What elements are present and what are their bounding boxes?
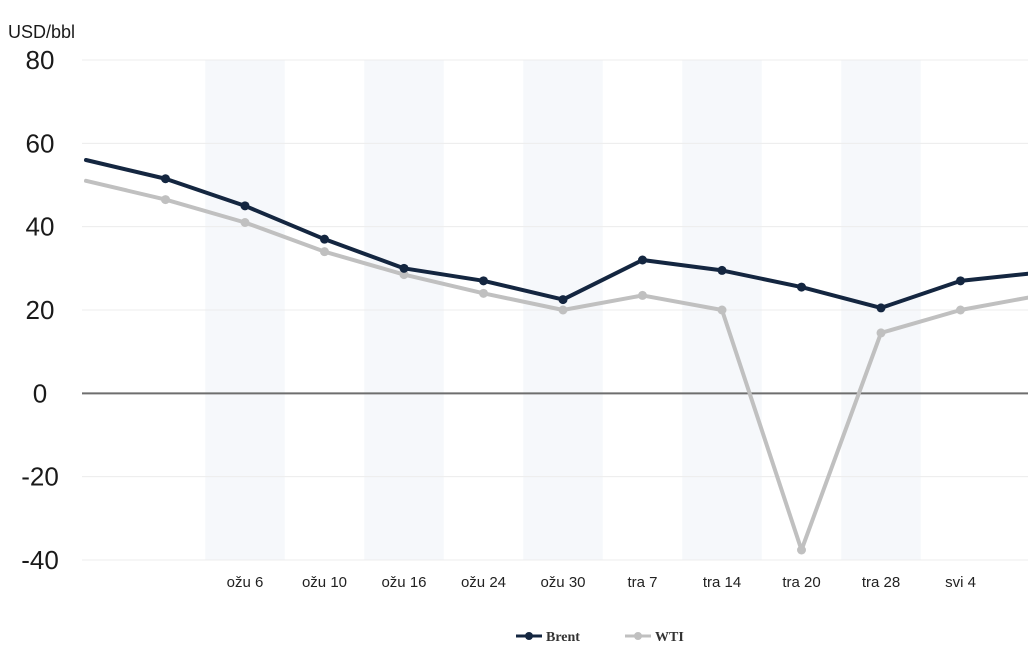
data-point	[240, 201, 250, 211]
x-tick-label: ožu 6	[227, 574, 264, 591]
legend-marker	[634, 632, 642, 640]
data-point	[399, 263, 409, 273]
x-tick-label: tra 14	[703, 574, 741, 591]
x-tick-label: tra 20	[782, 574, 820, 591]
data-point	[558, 295, 568, 305]
data-point	[956, 276, 965, 286]
data-point	[797, 282, 806, 292]
legend-item-wti: WTI	[625, 630, 684, 645]
legend-marker	[525, 632, 533, 640]
legend: Brent WTI	[516, 630, 684, 645]
data-point	[479, 288, 488, 298]
legend-label: WTI	[655, 630, 684, 645]
x-tick-label: tra 7	[627, 574, 657, 591]
series-lines	[84, 158, 1028, 555]
data-point	[161, 195, 170, 205]
y-tick-label: -40	[21, 545, 59, 575]
data-point	[876, 303, 886, 313]
series-wti	[84, 178, 1028, 555]
legend-label: Brent	[546, 630, 580, 645]
data-point	[638, 255, 647, 265]
data-point	[161, 174, 170, 184]
y-tick-label: 40	[26, 212, 55, 242]
data-point	[638, 290, 647, 300]
data-point	[399, 270, 409, 280]
data-point	[717, 305, 727, 315]
gridlines	[82, 59, 1028, 561]
y-tick-label: 20	[26, 295, 55, 325]
x-tick-label: ožu 30	[540, 574, 585, 591]
x-tick-label: ožu 16	[381, 574, 426, 591]
x-tick-label: svi 4	[945, 574, 976, 591]
data-point	[558, 305, 568, 315]
y-tick-label: 60	[26, 128, 55, 158]
y-tick-label: -20	[21, 462, 59, 492]
y-tick-label: 80	[26, 45, 55, 75]
x-tick-label: tra 28	[862, 574, 900, 591]
data-point	[797, 545, 806, 555]
data-point	[240, 218, 250, 227]
data-point	[479, 276, 488, 286]
x-tick-label: ožu 10	[302, 574, 347, 591]
data-point	[876, 328, 886, 338]
y-axis-ticks: 80 60 40 20 0 -20 -40	[21, 45, 59, 575]
series-brent	[84, 158, 1028, 313]
y-tick-label: 0	[33, 378, 47, 408]
data-point	[717, 265, 727, 275]
data-point	[320, 234, 329, 244]
data-point	[956, 305, 965, 315]
y-axis-unit-label: USD/bbl	[8, 22, 75, 42]
data-point	[320, 247, 329, 257]
legend-item-brent: Brent	[516, 630, 580, 645]
x-axis-ticks: ožu 6 ožu 10 ožu 16 ožu 24 ožu 30 tra 7 tra 14…	[227, 574, 976, 591]
x-tick-label: ožu 24	[461, 574, 506, 591]
